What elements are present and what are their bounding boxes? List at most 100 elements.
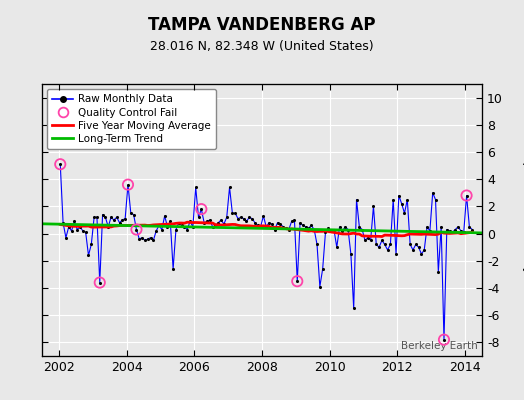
Point bbox=[56, 161, 64, 168]
Point bbox=[380, 241, 389, 248]
Point bbox=[285, 226, 293, 233]
Point bbox=[62, 234, 70, 241]
Point bbox=[228, 210, 236, 216]
Point bbox=[138, 234, 146, 241]
Point bbox=[270, 226, 279, 233]
Point bbox=[321, 229, 330, 236]
Point bbox=[203, 218, 211, 224]
Point bbox=[417, 251, 425, 257]
Point bbox=[95, 279, 104, 286]
Point bbox=[361, 237, 369, 244]
Point bbox=[101, 214, 110, 220]
Point bbox=[211, 222, 220, 229]
Point bbox=[409, 247, 417, 253]
Point bbox=[462, 192, 471, 199]
Point bbox=[434, 268, 443, 275]
Point bbox=[465, 224, 474, 230]
Point bbox=[73, 226, 81, 233]
Point bbox=[234, 216, 242, 222]
Point bbox=[406, 241, 414, 248]
Point bbox=[335, 224, 344, 230]
Point bbox=[152, 228, 160, 234]
Text: 28.016 N, 82.348 W (United States): 28.016 N, 82.348 W (United States) bbox=[150, 40, 374, 53]
Point bbox=[440, 336, 448, 343]
Point bbox=[254, 222, 262, 229]
Point bbox=[225, 184, 234, 190]
Point bbox=[79, 228, 87, 234]
Point bbox=[84, 252, 93, 258]
Point bbox=[431, 196, 440, 203]
Point bbox=[223, 214, 231, 220]
Point bbox=[429, 190, 437, 196]
Point bbox=[293, 278, 301, 284]
Point bbox=[110, 217, 118, 223]
Point bbox=[301, 224, 310, 230]
Point bbox=[386, 241, 395, 248]
Point bbox=[384, 247, 392, 253]
Point bbox=[144, 236, 152, 242]
Point bbox=[445, 228, 454, 234]
Point bbox=[93, 214, 101, 220]
Point bbox=[366, 237, 375, 244]
Point bbox=[81, 229, 90, 236]
Point bbox=[440, 336, 448, 343]
Point bbox=[107, 214, 115, 220]
Point bbox=[448, 229, 456, 236]
Point bbox=[180, 224, 189, 230]
Point bbox=[268, 221, 276, 227]
Point bbox=[454, 224, 462, 230]
Point bbox=[313, 241, 321, 248]
Point bbox=[347, 251, 355, 257]
Point bbox=[304, 225, 313, 231]
Point bbox=[95, 279, 104, 286]
Point bbox=[372, 241, 380, 248]
Point bbox=[279, 224, 287, 230]
Point bbox=[451, 226, 460, 233]
Point bbox=[403, 196, 411, 203]
Point bbox=[327, 228, 335, 234]
Point bbox=[443, 226, 451, 233]
Point bbox=[299, 222, 307, 229]
Point bbox=[166, 218, 174, 224]
Point bbox=[293, 278, 301, 284]
Point bbox=[350, 305, 358, 312]
Y-axis label: Temperature Anomaly (°C): Temperature Anomaly (°C) bbox=[522, 136, 524, 304]
Point bbox=[248, 216, 256, 222]
Point bbox=[256, 224, 265, 230]
Point bbox=[70, 218, 79, 224]
Point bbox=[200, 220, 209, 226]
Point bbox=[99, 211, 107, 218]
Point bbox=[369, 203, 378, 210]
Point bbox=[124, 182, 132, 188]
Point bbox=[310, 226, 319, 233]
Point bbox=[344, 226, 352, 233]
Point bbox=[127, 210, 135, 216]
Point bbox=[265, 220, 273, 226]
Point bbox=[146, 234, 155, 241]
Point bbox=[231, 210, 239, 216]
Point bbox=[87, 241, 95, 248]
Point bbox=[324, 225, 333, 231]
Point bbox=[338, 228, 346, 234]
Point bbox=[155, 222, 163, 229]
Point bbox=[186, 218, 194, 224]
Point bbox=[124, 182, 132, 188]
Point bbox=[59, 220, 67, 226]
Point bbox=[462, 192, 471, 199]
Point bbox=[389, 196, 397, 203]
Point bbox=[307, 222, 315, 229]
Point bbox=[178, 222, 186, 229]
Point bbox=[205, 217, 214, 223]
Point bbox=[242, 218, 250, 224]
Point bbox=[411, 241, 420, 248]
Point bbox=[158, 226, 166, 233]
Point bbox=[259, 213, 268, 219]
Point bbox=[183, 226, 191, 233]
Point bbox=[239, 216, 248, 222]
Point bbox=[392, 251, 400, 257]
Point bbox=[68, 228, 76, 234]
Point bbox=[395, 192, 403, 199]
Point bbox=[90, 214, 99, 220]
Point bbox=[214, 220, 223, 226]
Point bbox=[341, 224, 350, 230]
